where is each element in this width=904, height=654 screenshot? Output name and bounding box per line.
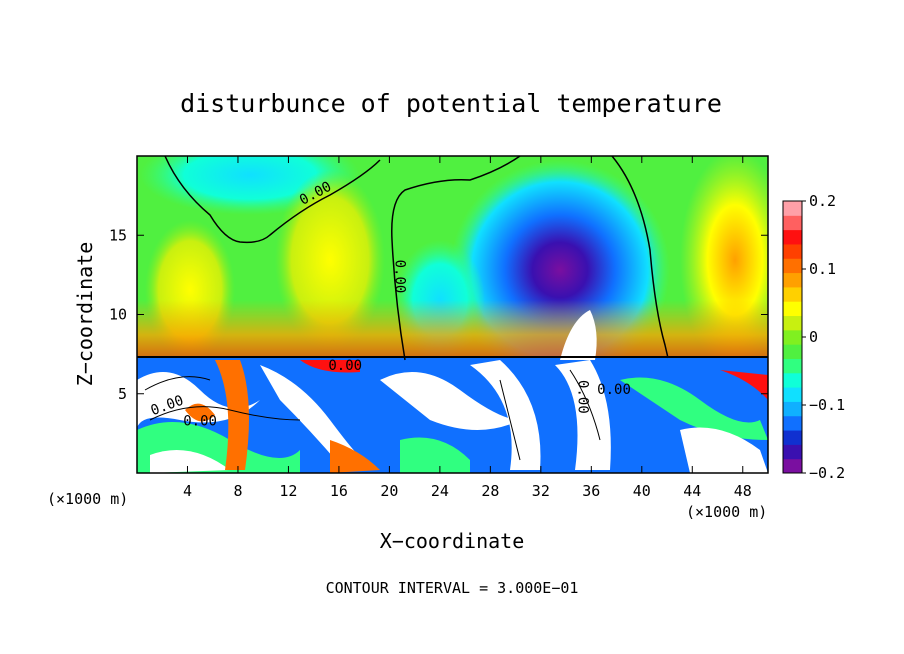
contour-line-right	[391, 156, 669, 361]
colorbar-swatch	[783, 301, 802, 317]
x-tick-label: 32	[532, 482, 550, 500]
contour-label: 0.00	[328, 358, 362, 374]
x-tick-label: 36	[582, 482, 600, 500]
colorbar-swatch	[783, 415, 802, 431]
colorbar-ticks: 0.2 0.1 0 −0.1 −0.2	[802, 192, 845, 482]
colorbar-swatch	[783, 258, 802, 274]
y-tick-label: 5	[118, 385, 127, 403]
x-axis-label: X−coordinate	[380, 529, 525, 553]
field-warm-base	[137, 300, 768, 358]
colorbar-swatch	[783, 372, 802, 388]
contour-interval-note: CONTOUR INTERVAL = 3.000E−01	[326, 579, 579, 597]
colorbar-swatch	[783, 286, 802, 302]
y-tick-label: 10	[109, 306, 127, 324]
x-tick-label: 44	[683, 482, 701, 500]
colorbar-swatch	[783, 344, 802, 359]
colorbar-swatch	[783, 229, 802, 245]
chart-title: disturbunce of potential temperature	[180, 89, 722, 118]
x-tick-label: 28	[481, 482, 499, 500]
colorbar-tick-label: −0.2	[809, 464, 845, 482]
colorbar-swatch	[783, 329, 802, 345]
colorbar-frame	[782, 200, 803, 474]
colorbar-swatch	[783, 458, 802, 474]
y-axis-label: Z−coordinate	[73, 242, 97, 387]
colorbar-tick-label: −0.1	[809, 396, 845, 414]
x-tick-label: 16	[330, 482, 348, 500]
x-tick-label: 4	[183, 482, 192, 500]
contour-line-left	[164, 156, 381, 244]
colorbar	[783, 201, 802, 474]
x-tick-label: 20	[380, 482, 398, 500]
x-unit-right: (×1000 m)	[686, 503, 767, 521]
contour-label: 0.00	[392, 260, 408, 294]
x-unit-left: (×1000 m)	[47, 490, 128, 508]
x-tick-label: 12	[279, 482, 297, 500]
colorbar-tick-label: 0	[809, 328, 818, 346]
colorbar-swatch	[783, 243, 802, 259]
y-axis-ticks: 5 10 15	[109, 226, 768, 403]
colorbar-swatch	[783, 272, 802, 288]
x-tick-label: 40	[633, 482, 651, 500]
contour-lower-1	[144, 369, 601, 461]
colorbar-tick-label: 0.1	[809, 260, 836, 278]
colorbar-swatch	[783, 215, 802, 231]
x-tick-label: 48	[734, 482, 752, 500]
colorbar-swatch	[783, 201, 802, 216]
colorbar-swatch	[783, 315, 802, 331]
colorbar-swatch	[783, 358, 802, 374]
contour-label: 0.00	[597, 382, 631, 398]
plot-area	[137, 156, 768, 473]
colorbar-swatch	[783, 444, 802, 460]
contour-label: 0.00	[575, 380, 591, 414]
x-axis-ticks: 4 8 12 16 20 24 28 32 36 40 44 48	[183, 156, 752, 500]
x-tick-label: 8	[233, 482, 242, 500]
x-tick-label: 24	[431, 482, 449, 500]
colorbar-tick-label: 0.2	[809, 192, 836, 210]
field-lower-patches	[137, 310, 768, 473]
colorbar-swatch	[783, 401, 802, 417]
contour-label: 0.00	[183, 413, 217, 429]
y-tick-label: 15	[109, 226, 127, 244]
colorbar-swatch	[783, 430, 802, 445]
colorbar-swatch	[783, 387, 802, 402]
